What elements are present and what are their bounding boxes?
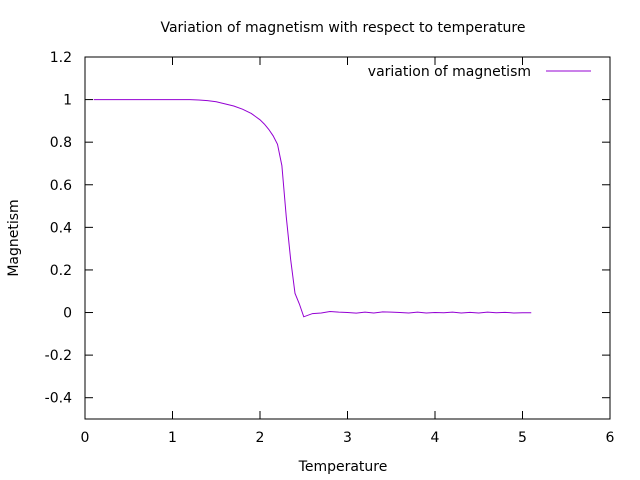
y-axis-label: Magnetism — [6, 199, 22, 276]
x-tick-label: 3 — [343, 430, 352, 446]
x-tick-label: 0 — [81, 430, 90, 446]
y-tick-label: 0 — [63, 306, 72, 322]
chart-title: Variation of magnetism with respect to t… — [160, 20, 525, 36]
y-tick-label: -0.4 — [45, 391, 72, 407]
legend-label: variation of magnetism — [368, 64, 531, 80]
x-axis-label: Temperature — [298, 459, 388, 475]
x-tick-label: 6 — [606, 430, 615, 446]
x-tick-label: 5 — [518, 430, 527, 446]
y-tick-label: 0.6 — [50, 178, 72, 194]
x-tick-label: 1 — [168, 430, 177, 446]
y-tick-label: 1 — [63, 93, 72, 109]
y-tick-label: 0.8 — [50, 135, 72, 151]
legend: variation of magnetism — [368, 64, 591, 80]
y-tick-label: 0.4 — [50, 220, 72, 236]
ticks: -0.4 -0.2 0 0.2 0.4 0.6 0.8 1 1.2 0 1 2 3 4 5 6 — [45, 50, 615, 446]
y-tick-label: -0.2 — [45, 348, 72, 364]
series-layer — [93, 99, 532, 318]
y-tick-label: 0.2 — [50, 263, 72, 279]
x-tick-label: 2 — [256, 430, 265, 446]
series-line — [93, 99, 532, 318]
plot-frame — [84, 56, 611, 420]
y-tick-label: 1.2 — [50, 50, 72, 66]
x-tick-label: 4 — [431, 430, 440, 446]
